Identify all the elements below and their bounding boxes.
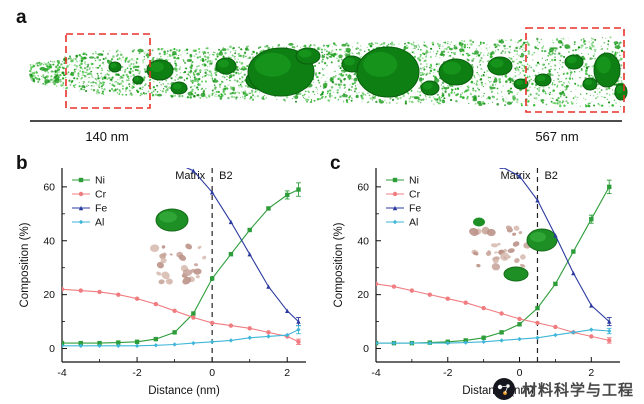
b2-region-label: B2 xyxy=(219,170,232,182)
legend-label: Cr xyxy=(95,189,107,201)
y-axis-label: Composition (%) xyxy=(19,222,31,307)
y-tick-label: 60 xyxy=(43,181,55,193)
legend-label: Fe xyxy=(95,203,107,215)
x-tick-label: 0 xyxy=(209,367,215,379)
watermark-logo-icon xyxy=(492,378,515,400)
y-tick-label: 60 xyxy=(357,181,369,193)
highlight-box-right xyxy=(525,27,625,113)
inset-apt-image xyxy=(469,217,558,282)
legend-label: Fe xyxy=(409,203,421,215)
x-tick-label: -2 xyxy=(132,367,141,379)
y-axis-label: Composition (%) xyxy=(333,222,345,307)
y-tick-label: 40 xyxy=(357,235,369,247)
x-tick-label: -4 xyxy=(371,367,380,379)
legend-label: Ni xyxy=(95,175,105,187)
x-tick-label: -2 xyxy=(443,367,452,379)
y-tick-label: 20 xyxy=(43,289,55,301)
series-Cr xyxy=(62,287,301,345)
matrix-region-label: Matrix xyxy=(175,170,205,182)
panel-label-b: b xyxy=(16,153,28,174)
panel-label-a: a xyxy=(16,7,27,28)
x-tick-label: 0 xyxy=(517,367,523,379)
b2-region-label: B2 xyxy=(544,170,557,182)
panel-label-c: c xyxy=(330,153,341,174)
watermark-text: 材料科学与工程 xyxy=(521,381,634,399)
legend-label: Ni xyxy=(409,175,419,187)
apt-3d-reconstruction xyxy=(29,27,628,113)
y-tick-label: 0 xyxy=(49,343,55,355)
apt-reconstruction-panel: 140 nm 567 nm xyxy=(29,27,628,144)
scale-label-left: 140 nm xyxy=(85,129,128,144)
series-Cr xyxy=(376,281,612,344)
scale-label-right: 567 nm xyxy=(535,129,578,144)
highlight-box-left xyxy=(65,33,151,109)
x-axis-label: Distance (nm) xyxy=(148,385,220,397)
x-tick-label: -4 xyxy=(57,367,66,379)
watermark: 材料科学与工程 xyxy=(492,377,634,401)
series-Al xyxy=(62,325,301,349)
inset-apt-image xyxy=(150,208,207,285)
x-tick-label: 2 xyxy=(588,367,594,379)
legend-label: Al xyxy=(409,217,418,229)
y-tick-label: 20 xyxy=(357,289,369,301)
y-tick-label: 40 xyxy=(43,235,55,247)
series-Ni xyxy=(62,182,301,346)
legend-label: Cr xyxy=(409,189,421,201)
series-Fe xyxy=(499,168,612,327)
legend-label: Al xyxy=(95,217,104,229)
matrix-region-label: Matrix xyxy=(501,170,531,182)
legend: Ni Cr Fe Al xyxy=(72,175,107,229)
x-tick-label: 2 xyxy=(284,367,290,379)
series-Al xyxy=(376,327,612,346)
y-tick-label: 0 xyxy=(363,343,369,355)
legend: Ni Cr Fe Al xyxy=(386,175,421,229)
